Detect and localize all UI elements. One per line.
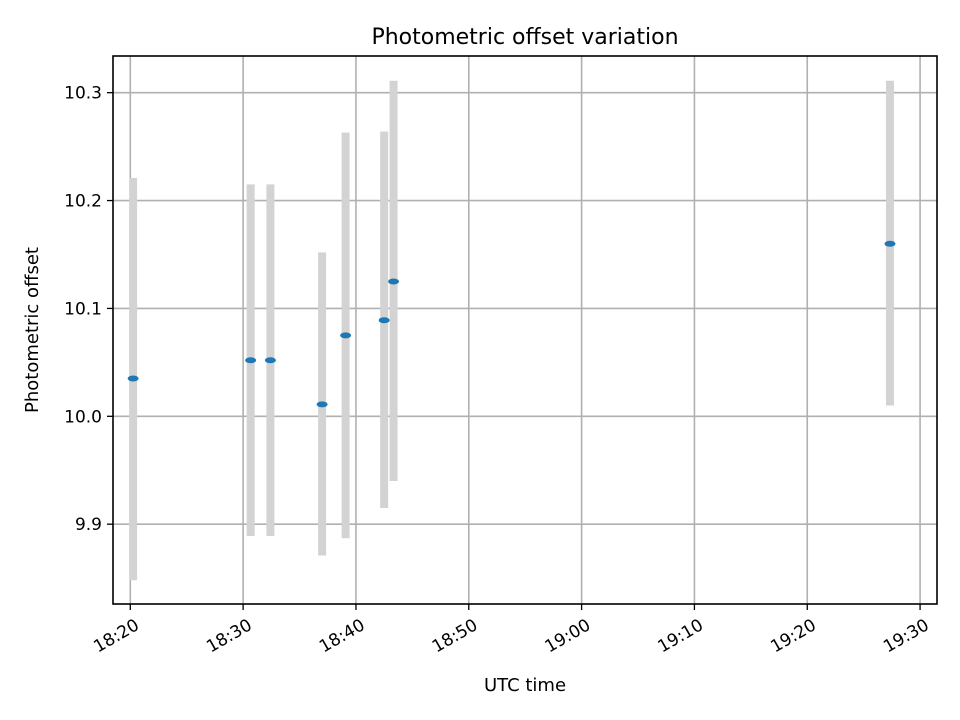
data-point (245, 357, 257, 364)
x-tick-label: 18:50 (429, 615, 481, 657)
y-tick-label: 9.9 (75, 515, 102, 535)
y-tick-label: 10.2 (64, 192, 102, 212)
data-point (127, 375, 139, 382)
y-tick-label: 10.3 (64, 84, 102, 104)
grid-layer (113, 56, 937, 604)
y-tick-label: 10.0 (64, 407, 102, 427)
y-axis-label: Photometric offset (22, 247, 43, 413)
chart-title: Photometric offset variation (371, 25, 678, 50)
x-tick-label: 19:10 (654, 615, 706, 657)
x-tick-label: 19:30 (880, 615, 932, 657)
data-point (264, 357, 276, 364)
x-tick-label: 18:40 (316, 615, 368, 657)
tick-layer: 18:20 18:30 18:40 18:50 19:00 19:10 19:20 19:30… (64, 84, 932, 658)
x-tick-label: 19:00 (542, 615, 594, 657)
data-point (884, 240, 896, 247)
x-axis-label: UTC time (484, 675, 566, 696)
x-tick-label: 18:30 (203, 615, 255, 657)
data-point (378, 317, 390, 324)
data-point (340, 332, 352, 339)
data-point (316, 401, 328, 408)
errorbar-layer (129, 80, 894, 581)
x-tick-label: 19:20 (767, 615, 819, 657)
data-point (388, 278, 400, 285)
y-tick-label: 10.1 (64, 299, 102, 319)
marker-layer (127, 240, 896, 408)
plot-frame (112, 55, 938, 605)
x-tick-label: 18:20 (90, 615, 142, 657)
